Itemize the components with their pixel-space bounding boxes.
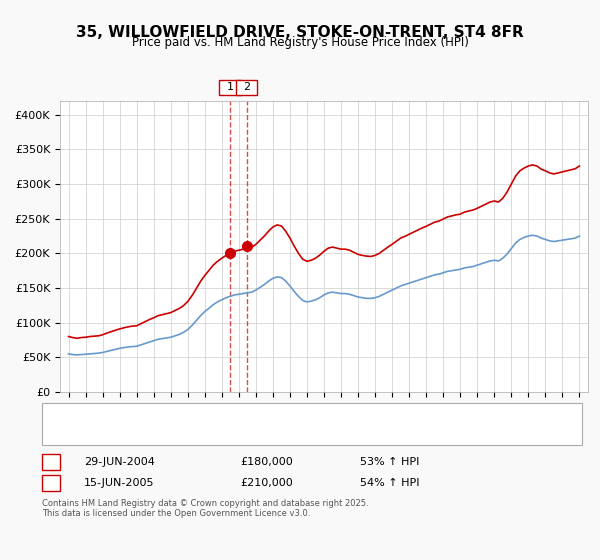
Text: 29-JUN-2004: 29-JUN-2004 [84,457,155,467]
Text: 35, WILLOWFIELD DRIVE, STOKE-ON-TRENT, ST4 8FR: 35, WILLOWFIELD DRIVE, STOKE-ON-TRENT, S… [76,25,524,40]
Text: Contains HM Land Registry data © Crown copyright and database right 2025.
This d: Contains HM Land Registry data © Crown c… [42,499,368,519]
Text: 54% ↑ HPI: 54% ↑ HPI [360,478,419,488]
Text: 15-JUN-2005: 15-JUN-2005 [84,478,155,488]
Text: 2: 2 [243,82,250,92]
Text: 2: 2 [47,478,55,488]
Text: 1: 1 [227,82,233,92]
Text: £210,000: £210,000 [240,478,293,488]
Text: £180,000: £180,000 [240,457,293,467]
Text: HPI: Average price, detached house, Stoke-on-Trent: HPI: Average price, detached house, Stok… [96,428,347,437]
Text: 53% ↑ HPI: 53% ↑ HPI [360,457,419,467]
Text: 35, WILLOWFIELD DRIVE, STOKE-ON-TRENT, ST4 8FR (detached house): 35, WILLOWFIELD DRIVE, STOKE-ON-TRENT, S… [96,411,443,421]
Text: Price paid vs. HM Land Registry's House Price Index (HPI): Price paid vs. HM Land Registry's House … [131,36,469,49]
Text: 1: 1 [47,457,55,467]
